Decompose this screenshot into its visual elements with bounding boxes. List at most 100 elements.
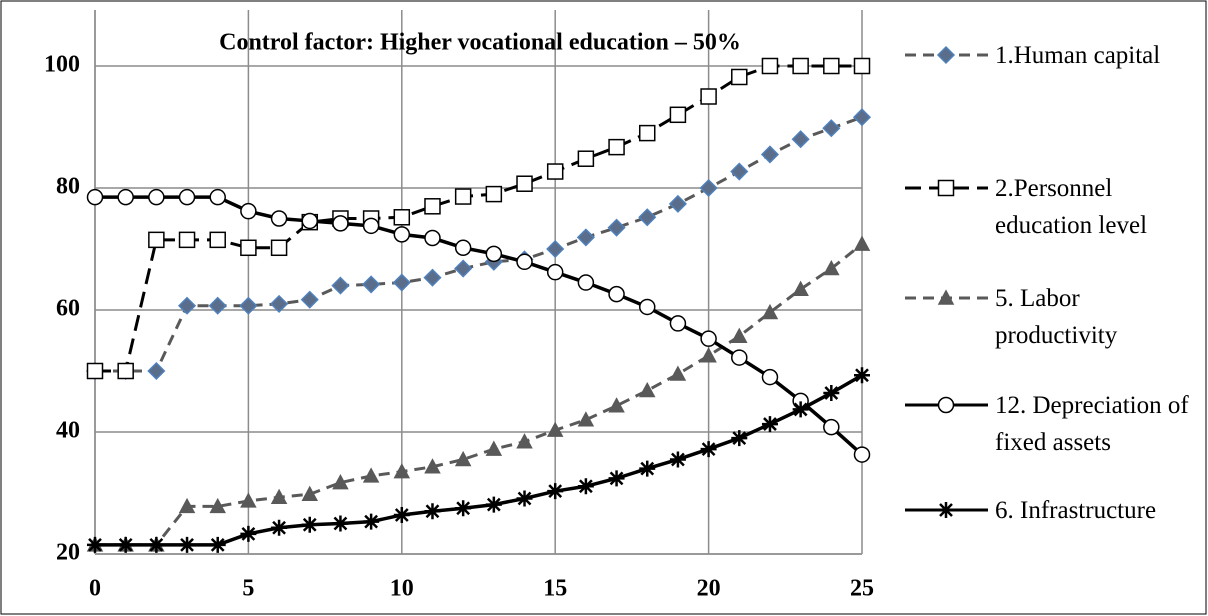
marker xyxy=(546,421,564,437)
marker xyxy=(423,268,442,287)
marker xyxy=(853,446,871,463)
marker xyxy=(485,185,503,203)
marker xyxy=(546,163,564,180)
marker xyxy=(730,162,749,181)
marker xyxy=(731,68,748,86)
legend-label: 1.Human capital xyxy=(995,42,1161,69)
marker xyxy=(148,536,165,553)
marker xyxy=(577,274,595,291)
marker xyxy=(300,290,319,309)
marker xyxy=(822,119,841,138)
marker xyxy=(823,384,840,401)
marker xyxy=(669,365,687,381)
marker xyxy=(792,401,809,418)
marker xyxy=(516,175,533,192)
y-tick-label: 80 xyxy=(56,174,80,200)
marker xyxy=(546,263,564,281)
y-tick-label: 40 xyxy=(56,418,80,444)
x-tick-label: 5 xyxy=(242,576,254,602)
x-tick-label: 10 xyxy=(390,576,414,602)
marker xyxy=(669,106,687,124)
marker xyxy=(791,130,810,149)
marker xyxy=(117,536,134,553)
marker xyxy=(547,483,564,500)
marker xyxy=(270,239,288,257)
marker xyxy=(823,418,840,436)
legend-marker xyxy=(936,45,956,65)
marker xyxy=(792,57,809,75)
marker xyxy=(731,349,748,366)
legend-marker xyxy=(937,396,955,414)
marker xyxy=(577,478,594,495)
series-line xyxy=(95,373,863,547)
marker xyxy=(363,513,380,530)
marker xyxy=(393,209,411,226)
marker xyxy=(117,188,134,206)
marker xyxy=(608,470,625,487)
marker xyxy=(362,467,380,483)
marker xyxy=(240,239,257,257)
marker xyxy=(148,231,165,249)
marker xyxy=(608,397,625,413)
marker xyxy=(669,315,687,332)
marker xyxy=(424,229,441,247)
marker xyxy=(454,239,472,257)
marker xyxy=(392,273,411,292)
x-tick-label: 15 xyxy=(543,576,567,602)
marker xyxy=(332,515,349,532)
marker xyxy=(761,303,779,320)
marker xyxy=(485,496,502,513)
y-tick-label: 60 xyxy=(56,296,80,322)
marker xyxy=(577,150,595,167)
marker xyxy=(761,416,778,433)
marker xyxy=(823,57,840,75)
marker xyxy=(577,411,595,427)
legend-label: 12. Depreciation of fixed assets xyxy=(995,392,1189,456)
marker xyxy=(270,294,289,313)
marker xyxy=(239,296,258,315)
marker xyxy=(332,474,349,490)
marker xyxy=(853,235,871,251)
marker xyxy=(516,433,533,449)
marker xyxy=(270,488,288,505)
marker xyxy=(331,276,350,295)
marker xyxy=(86,362,104,380)
marker xyxy=(516,253,533,271)
marker xyxy=(638,124,656,142)
marker xyxy=(546,239,565,259)
marker xyxy=(362,217,380,235)
marker xyxy=(638,381,656,398)
marker xyxy=(761,57,779,75)
marker xyxy=(424,198,441,215)
marker xyxy=(178,497,196,514)
marker xyxy=(576,228,595,247)
marker xyxy=(393,506,410,523)
x-tick-label: 25 xyxy=(850,576,874,602)
marker xyxy=(178,231,196,249)
legend-marker xyxy=(937,179,955,197)
marker xyxy=(454,450,472,467)
marker xyxy=(638,208,657,227)
marker xyxy=(209,497,226,514)
marker xyxy=(178,188,196,206)
x-tick-label: 20 xyxy=(697,576,721,602)
marker xyxy=(117,362,134,380)
marker xyxy=(760,145,780,164)
marker xyxy=(455,500,472,517)
marker xyxy=(700,441,717,458)
y-tick-label: 20 xyxy=(56,540,80,566)
marker xyxy=(731,430,748,447)
marker xyxy=(332,215,349,232)
legend-label: 5. Labor productivity xyxy=(995,285,1118,349)
marker xyxy=(86,188,104,206)
marker xyxy=(424,503,441,520)
marker xyxy=(731,327,748,343)
marker xyxy=(208,296,227,315)
marker xyxy=(87,536,103,553)
marker xyxy=(854,367,870,384)
marker xyxy=(240,492,257,508)
marker xyxy=(424,458,441,474)
